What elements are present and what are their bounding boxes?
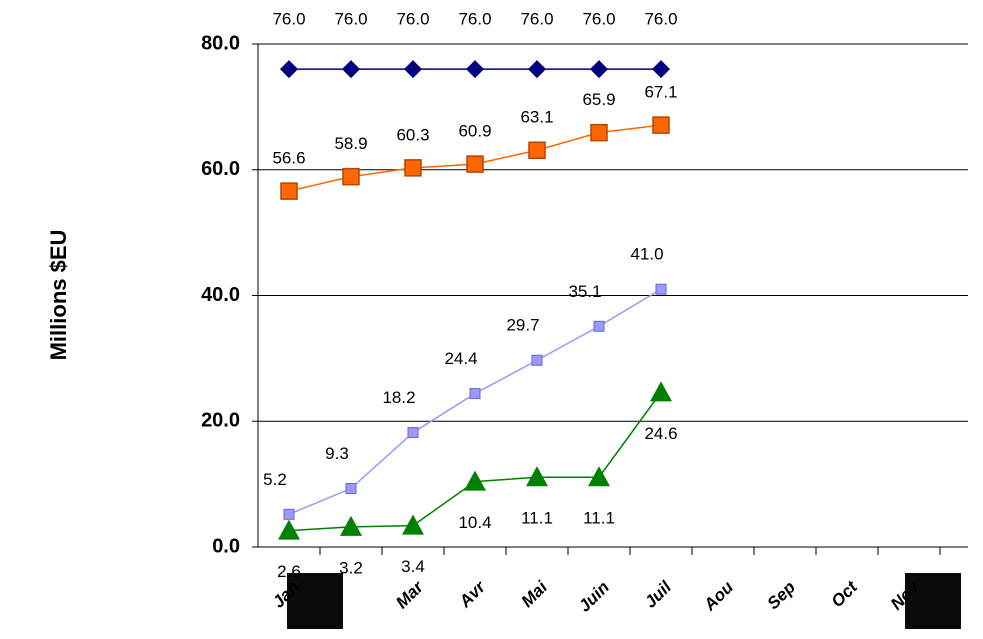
x-tick-label: Aou	[699, 577, 737, 615]
data-label: 2.6	[277, 562, 301, 581]
data-label: 10.4	[458, 513, 491, 532]
marker	[526, 466, 548, 487]
x-tick-label: Juin	[575, 578, 613, 616]
marker	[404, 159, 422, 177]
data-label: 65.9	[582, 90, 615, 109]
marker	[407, 427, 419, 439]
marker	[466, 155, 484, 173]
marker	[588, 466, 610, 487]
data-label: 76.0	[334, 9, 367, 28]
marker	[345, 483, 357, 495]
marker	[650, 381, 672, 402]
data-label: 76.0	[458, 9, 491, 28]
data-label: 67.1	[644, 83, 677, 102]
marker	[402, 514, 424, 535]
x-tick-label: Avr	[455, 577, 490, 612]
data-label: 9.3	[325, 444, 349, 463]
data-label: 3.4	[401, 557, 425, 576]
data-label: 3.2	[339, 558, 363, 577]
marker	[342, 60, 360, 79]
data-label: 76.0	[644, 9, 677, 28]
data-label: 29.7	[506, 316, 539, 335]
data-label: 63.1	[520, 108, 553, 127]
marker	[340, 515, 362, 536]
data-label: 60.9	[458, 122, 491, 141]
data-label: 76.0	[582, 9, 615, 28]
thumbnail	[905, 573, 961, 629]
data-label: 76.0	[520, 9, 553, 28]
y-tick-label: 0.0	[212, 535, 240, 557]
marker	[528, 60, 546, 79]
y-tick-label: 40.0	[201, 284, 240, 306]
thumbnail	[287, 573, 343, 629]
marker	[280, 182, 298, 200]
data-label: 24.4	[444, 349, 477, 368]
marker	[593, 320, 605, 332]
y-tick-label: 80.0	[201, 32, 240, 54]
marker	[283, 508, 295, 520]
data-label: 11.1	[583, 509, 615, 528]
y-tick-label: 20.0	[201, 410, 240, 432]
data-label: 24.6	[644, 424, 677, 443]
y-axis-label: Millions $EU	[46, 230, 71, 361]
data-label: 41.0	[630, 245, 663, 264]
marker	[278, 519, 300, 540]
marker	[469, 388, 481, 400]
marker	[590, 123, 608, 142]
marker	[280, 60, 298, 79]
data-label: 76.0	[272, 9, 305, 28]
marker	[464, 470, 486, 491]
x-tick-label: Mar	[392, 577, 428, 613]
marker	[590, 60, 608, 79]
marker	[652, 116, 670, 134]
data-label: 56.6	[272, 149, 305, 168]
marker	[531, 354, 543, 366]
data-label: 58.9	[334, 134, 367, 153]
x-tick-label: Mai	[518, 577, 552, 611]
marker	[655, 283, 667, 295]
marker	[404, 60, 422, 79]
marker	[652, 60, 670, 79]
x-tick-label: Sep	[764, 578, 799, 613]
data-label: 18.2	[382, 388, 415, 407]
x-tick-label: Juil	[641, 577, 676, 612]
x-tick-label: Oct	[828, 577, 862, 611]
marker	[342, 167, 360, 186]
data-label: 5.2	[263, 470, 287, 489]
marker	[528, 141, 546, 160]
y-tick-label: 60.0	[201, 158, 240, 180]
data-label: 76.0	[396, 9, 429, 28]
data-label: 60.3	[396, 125, 429, 144]
data-label: 11.1	[521, 509, 553, 528]
marker	[466, 60, 484, 79]
data-label: 35.1	[568, 282, 601, 301]
